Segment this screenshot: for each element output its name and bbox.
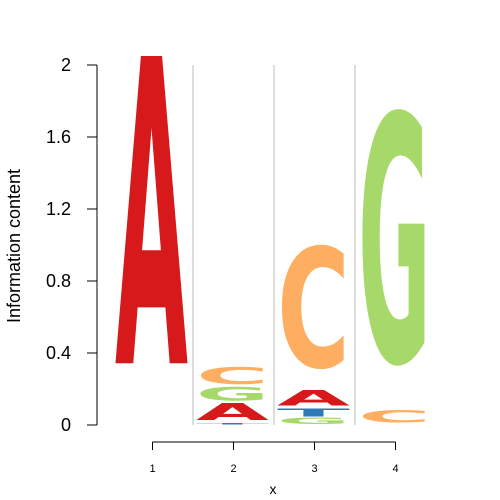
y-tick-label: 2 [61,55,71,75]
x-tick-label: 2 [230,463,236,475]
logo-letter-a: A [115,0,189,464]
x-tick-label: 1 [149,463,155,475]
y-tick-label: 0.8 [46,271,71,291]
logo-letter-a: A [196,399,269,426]
y-tick-label: 0.4 [46,343,71,363]
y-tick-label: 1.2 [46,199,71,219]
logo-letter-g: G [277,416,350,426]
y-tick-label: 0 [61,415,71,435]
y-tick-label: 1.6 [46,127,71,147]
x-tick-label: 3 [311,463,317,475]
logo-letter-t: T [196,423,270,425]
y-axis-title: Information content [4,169,24,323]
position-separators [192,65,356,425]
y-axis: 0 0.4 0.8 1.2 1.6 2 [46,55,98,435]
logo-letter-g: G [196,383,269,405]
logo-letter-c: C [277,215,350,406]
logo-letter-g: G [358,48,431,442]
x-axis: 1 2 3 4 [149,441,399,475]
logo-letter-t: T [277,406,350,418]
x-tick-label: 4 [392,463,398,475]
logo-letter-c: C [358,407,431,427]
logo-letter-a: A [277,387,350,411]
logo-letter-c: C [196,363,269,390]
x-axis-title: x [270,481,277,497]
